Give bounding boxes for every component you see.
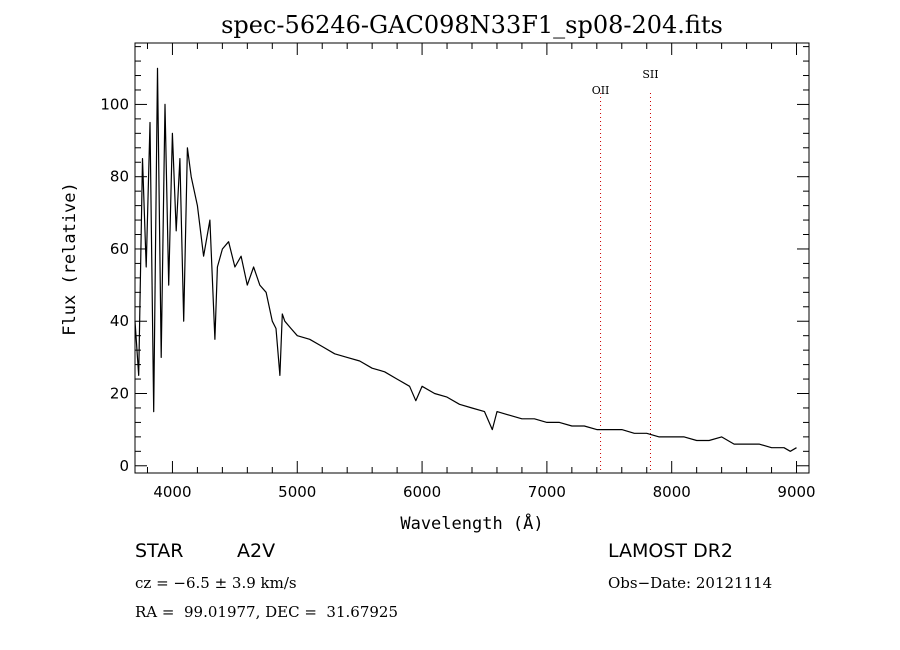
x-tick-label: 8000 [653,483,691,501]
x-tick-label: 4000 [153,483,191,501]
chart-title: spec-56246-GAC098N33F1_sp08-204.fits [221,11,723,39]
emission-lines: OII SII [592,68,659,473]
x-tick-label: 6000 [403,483,441,501]
y-tick-label: 40 [110,312,129,330]
x-tick-label: 5000 [278,483,316,501]
y-tick-label: 100 [100,95,129,113]
plot-axes: 4000 5000 6000 7000 8000 9000 0 20 40 60 80 100 [100,42,816,501]
x-axis-label: Wavelength (Å) [400,512,543,534]
y-tick-label: 80 [110,168,129,186]
y-axis-label: Flux (relative) [60,182,80,336]
redshift-cz: cz = −6.5 ± 3.9 km/s [135,574,297,592]
y-tick-label: 0 [119,457,129,475]
spectrum-series [134,67,797,452]
observation-date: Obs−Date: 20121114 [608,574,773,592]
y-tick-label: 20 [110,385,129,403]
coordinates: RA = 99.01977, DEC = 31.67925 [135,603,399,621]
emission-line-label: OII [592,84,610,97]
spectrum-line [134,67,797,452]
x-tick-label: 7000 [528,483,566,501]
object-class: STAR [135,540,184,562]
survey-name: LAMOST DR2 [608,540,733,562]
x-tick-label: 9000 [777,483,815,501]
object-subclass: A2V [237,540,276,562]
y-tick-label: 60 [110,240,129,258]
emission-line-label: SII [642,68,658,81]
